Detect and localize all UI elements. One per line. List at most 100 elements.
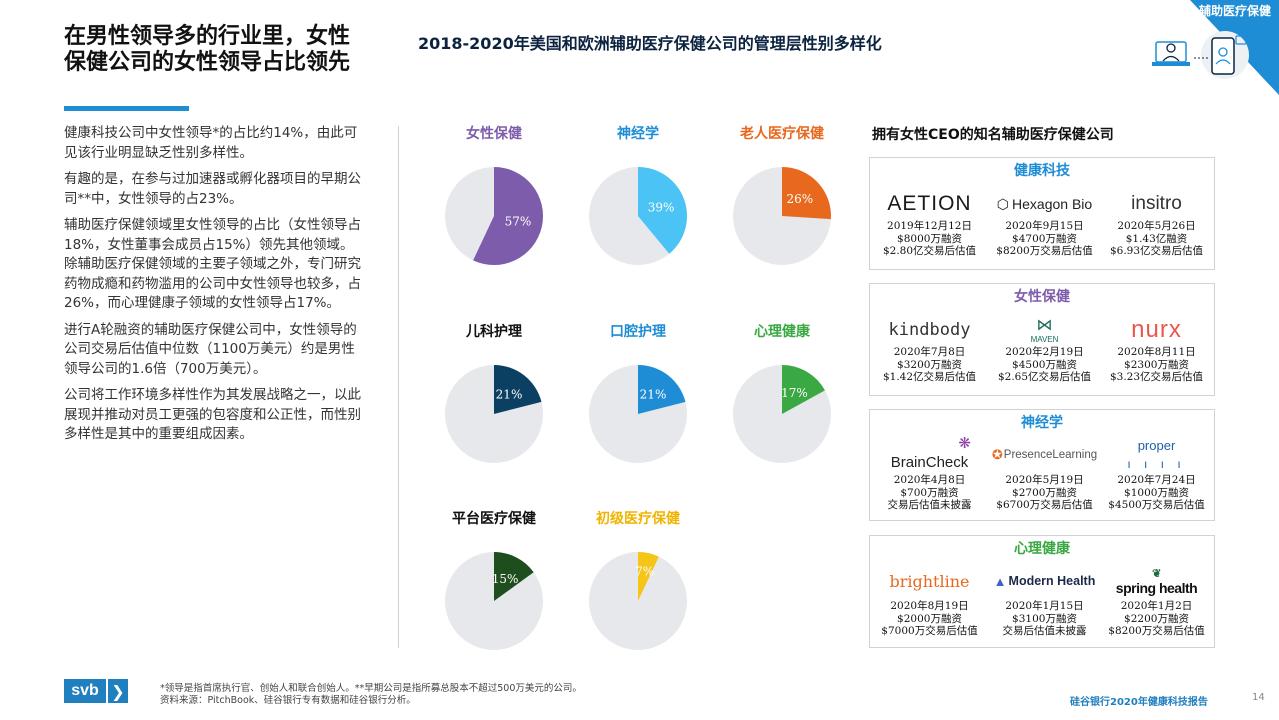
deal-date: 2020年7月8日 [893, 346, 966, 358]
company-card: ⬡ Hexagon Bio 2020年9月15日 $4700万融资 $8200万交… [987, 188, 1102, 258]
deal-date: 2019年12月12日 [887, 220, 972, 232]
paragraph: 公司将工作环境多样性作为其发展战略之一，以此展现并推动对员工更强的包容度和公正性… [64, 387, 361, 442]
pie-value-slice [473, 167, 543, 265]
deal-funding: $2300万融资 [1124, 358, 1189, 371]
proper-logo: proper ı ı ı ı [1099, 436, 1214, 474]
logo-text: BrainCheck [890, 453, 969, 471]
deal-valuation: $6.93亿交易后估值 [1109, 245, 1204, 257]
company-card: AETION 2019年12月12日 $8000万融资 $2.80亿交易后估值 [872, 188, 987, 258]
kindbody-logo: kindbody [872, 314, 987, 346]
pie-value-slice [782, 167, 831, 220]
deal-date: 2020年4月8日 [893, 474, 966, 486]
paragraph: 健康科技公司中女性领导*的占比约14%，由此可见该行业明显缺乏性别多样性。 [64, 125, 358, 161]
deal-date: 2020年1月2日 [1120, 600, 1193, 612]
pie-value-slice [494, 365, 542, 414]
deal-date: 2020年8月19日 [890, 600, 969, 612]
deal-date: 2020年8月11日 [1117, 346, 1196, 358]
group-heading: 健康科技 [1014, 163, 1070, 179]
deal-funding: $1000万融资 [1124, 486, 1189, 499]
aetion-logo: AETION [872, 188, 987, 220]
proper-bars-icon: ı ı ı ı [1127, 457, 1186, 471]
pie-value-slice [638, 365, 686, 414]
pie-value-label: 21% [496, 388, 523, 402]
logo-text: kindbody [888, 320, 971, 340]
deal-funding: $3100万融资 [1012, 612, 1077, 625]
group-heading: 女性保健 [1014, 289, 1070, 305]
chevron-right-icon: ❯ [108, 679, 128, 703]
logo-text: insitro [1131, 193, 1182, 214]
pie-value-slice [782, 365, 825, 414]
company-card: brightline 2020年8月19日 $2000万融资 $7000万交易后… [872, 562, 987, 638]
deal-date: 2020年5月26日 [1117, 220, 1196, 232]
hexagon-icon: ⬡ [996, 195, 1010, 212]
pie-category-label: 儿科护理 [466, 324, 522, 340]
deal-funding: $2200万融资 [1124, 612, 1189, 625]
pie-value-label: 21% [640, 388, 667, 402]
deal-date: 2020年1月15日 [1005, 600, 1084, 612]
group-heading: 神经学 [1021, 415, 1063, 431]
pie-category-label: 老人医疗保健 [740, 126, 824, 142]
pie-category-label: 口腔护理 [610, 324, 666, 340]
footnotes: *领导是指首席执行官、创始人和联合创始人。**早期公司是指所募总股本不超过500… [160, 683, 582, 707]
pie-category-label: 女性保健 [466, 126, 522, 142]
company-group-box: 心理健康 brightline 2020年8月19日 $2000万融资 $700… [869, 535, 1215, 648]
pie-category-label: 初级医疗保健 [596, 511, 680, 527]
logo-text: Hexagon Bio [1012, 196, 1093, 212]
pie-category-label: 心理健康 [754, 324, 810, 340]
pie-chart: 21% [445, 365, 543, 463]
doctor-telehealth-illustration [1152, 31, 1249, 79]
brain-icon: ❋ [958, 435, 971, 452]
deal-valuation: $8200万交易后估值 [1108, 625, 1205, 637]
logo-text: spring health [1115, 580, 1198, 596]
pie-category-label: 神经学 [617, 126, 659, 142]
paragraph: 辅助医疗保健领域里女性领导的占比（女性领导占18%，女性董事会成员占15%）领先… [64, 217, 361, 311]
spring-health-logo: ❦ spring health [1099, 562, 1214, 600]
logo-text: proper [1137, 438, 1176, 453]
logo-text: MAVEN [1030, 334, 1059, 344]
svb-wordmark: svb [64, 679, 106, 703]
column-divider [398, 126, 399, 648]
source-note: 资料来源：PitchBook、硅谷银行专有数据和硅谷银行分析。 [160, 695, 416, 706]
deal-valuation: $1.42亿交易后估值 [882, 371, 977, 383]
paragraph: 进行A轮融资的辅助医疗保健公司中，女性领导的公司交易后估值中位数（1100万美元… [64, 321, 357, 377]
mountain-icon: ▲ [993, 573, 1007, 589]
pie-chart: 57% [445, 167, 543, 265]
deal-valuation: $2.80亿交易后估值 [882, 245, 977, 257]
pie-chart: 7% [589, 552, 687, 650]
logo-text: brightline [889, 571, 970, 591]
company-card: ▲ Modern Health 2020年1月15日 $3100万融资 交易后估值… [987, 562, 1102, 638]
deal-date: 2020年2月19日 [1005, 346, 1084, 358]
company-card: kindbody 2020年7月8日 $3200万融资 $1.42亿交易后估值 [872, 314, 987, 384]
company-card: insitro 2020年5月26日 $1.43亿融资 $6.93亿交易后估值 [1099, 188, 1214, 258]
deal-funding: $4500万融资 [1012, 358, 1077, 371]
pie-chart: 15% [445, 552, 543, 650]
pie-chart: 26% [733, 167, 831, 265]
logo-text: PresenceLearning [1003, 449, 1098, 461]
maven-logo: ⋈ MAVEN [987, 314, 1102, 346]
pie-chart: 17% [733, 365, 831, 463]
deal-valuation: $2.65亿交易后估值 [997, 371, 1092, 383]
pie-chart: 39% [589, 167, 687, 265]
deal-funding: $700万融资 [900, 486, 959, 499]
company-card: nurx 2020年8月11日 $2300万融资 $3.23亿交易后估值 [1099, 314, 1214, 384]
deal-funding: $3200万融资 [897, 358, 962, 371]
page-title: 在男性领导多的行业里，女性保健公司的女性领导占比领先 [64, 24, 351, 75]
pie-chart: 21% [589, 365, 687, 463]
company-group-box: 健康科技 AETION 2019年12月12日 $8000万融资 $2.80亿交… [869, 157, 1215, 270]
company-card: ⋈ MAVEN 2020年2月19日 $4500万融资 $2.65亿交易后估值 [987, 314, 1102, 384]
presence-icon: ✪ [991, 447, 1003, 462]
deal-funding: $1.43亿融资 [1125, 232, 1188, 245]
company-card: proper ı ı ı ı 2020年7月24日 $1000万融资 $4500… [1099, 436, 1214, 512]
paragraph: 有趣的是，在参与过加速器或孵化器项目的早期公司**中，女性领导的占23%。 [64, 171, 361, 207]
footnote: *领导是指首席执行官、创始人和联合创始人。**早期公司是指所募总股本不超过500… [160, 683, 582, 694]
pie-value-label: 57% [505, 214, 532, 228]
corner-tag: 辅助医疗保健 [1198, 4, 1271, 18]
pie-value-slice [494, 552, 534, 601]
braincheck-logo: ❋ BrainCheck [872, 435, 987, 474]
pie-value-label: 7% [635, 564, 654, 578]
chart-title: 2018-2020年美国和欧洲辅助医疗保健公司的管理层性别多样化 [418, 34, 882, 53]
logo-text: AETION [887, 192, 972, 215]
svb-logo: svb ❯ [64, 679, 128, 703]
deal-valuation: 交易后估值未披露 [1002, 625, 1087, 637]
brightline-logo: brightline [872, 562, 987, 600]
